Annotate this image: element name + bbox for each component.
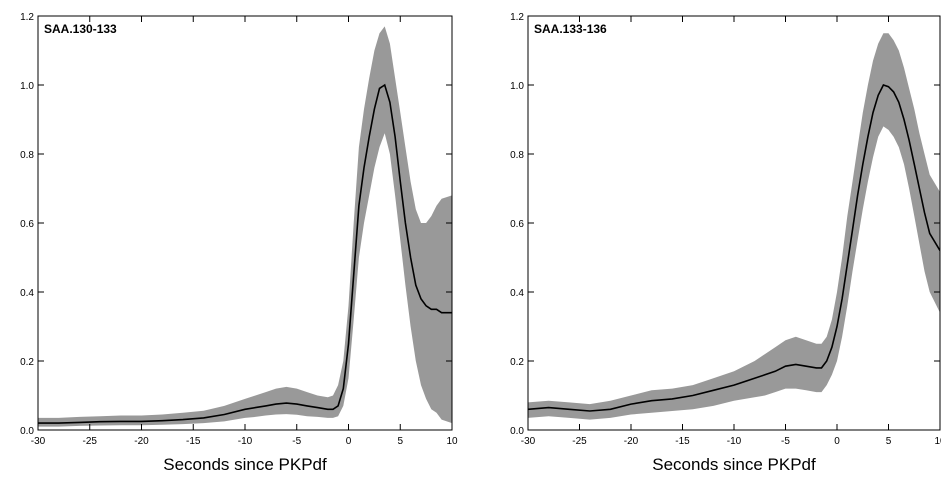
x-tick-label: -30	[31, 436, 46, 447]
x-tick-label: 0	[346, 436, 352, 447]
plot-area	[38, 26, 452, 427]
panel-title: SAA.130-133	[44, 22, 117, 36]
y-tick-label: 0.4	[20, 288, 34, 299]
plot-area	[528, 33, 940, 420]
y-tick-label: 1.2	[510, 12, 524, 23]
uncertainty-band-1	[528, 33, 940, 420]
y-tick-label: 0.0	[20, 426, 34, 437]
y-tick-label: 0.2	[20, 357, 34, 368]
mean-line-1	[38, 83, 452, 424]
x-tick-label: -10	[238, 436, 253, 447]
y-tick-label: 1.2	[20, 12, 34, 23]
x-tick-label: 10	[934, 436, 941, 447]
x-tick-label: 5	[397, 436, 403, 447]
x-tick-label: -5	[781, 436, 790, 447]
chart-panel-2: -30 -25 -20 -15 -10 -5 0 5 10 0.0 0.2 0.4 0.6 0.8 1.0 1…	[510, 12, 941, 474]
y-tick-label: 1.0	[20, 81, 34, 92]
x-tick-label: -15	[186, 436, 201, 447]
y-tick-label: 0.8	[20, 150, 34, 161]
y-tick-label: 0.6	[510, 219, 524, 230]
y-tick-label: 0.4	[510, 288, 524, 299]
y-tick-label: 1.0	[510, 81, 524, 92]
chart-panel-1: -30 -25 -20 -15 -10 -5 0 5 10 0.0 0.2 0.4 0.6 0.8 1.0 1…	[20, 12, 458, 474]
y-tick-label: 0.6	[20, 219, 34, 230]
x-tick-label: -10	[727, 436, 742, 447]
x-tick-label: 0	[834, 436, 840, 447]
x-axis-label: Seconds since PKPdf	[163, 455, 327, 474]
panel-title: SAA.133-136	[534, 22, 607, 36]
mean-line-1	[528, 84, 940, 412]
x-tick-label: -30	[521, 436, 536, 447]
y-tick-label: 0.0	[510, 426, 524, 437]
x-tick-label: -15	[675, 436, 690, 447]
uncertainty-band-1	[38, 26, 452, 427]
x-tick-label: -5	[292, 436, 301, 447]
x-tick-label: -20	[134, 436, 149, 447]
y-tick-label: 0.2	[510, 357, 524, 368]
y-tick-label: 0.8	[510, 150, 524, 161]
x-tick-label: -20	[624, 436, 639, 447]
x-tick-label: 10	[446, 436, 458, 447]
x-tick-label: -25	[572, 436, 587, 447]
x-tick-label: -25	[83, 436, 98, 447]
x-tick-label: 5	[886, 436, 892, 447]
x-axis-label: Seconds since PKPdf	[652, 455, 816, 474]
